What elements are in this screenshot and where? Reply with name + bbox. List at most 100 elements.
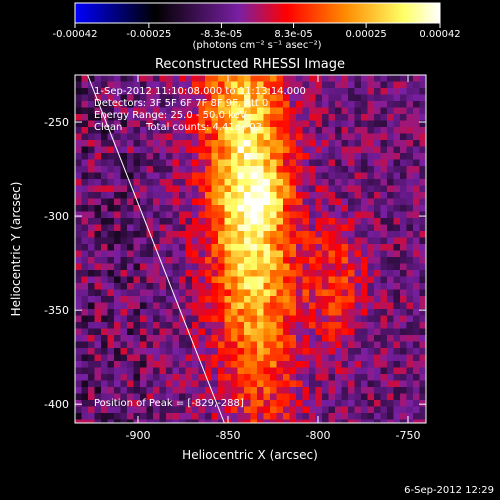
heatmap-cell — [354, 166, 362, 173]
heatmap-cell — [322, 146, 329, 154]
heatmap-cell — [341, 341, 349, 349]
heatmap-cell — [159, 166, 167, 173]
heatmap-cell — [302, 257, 310, 264]
heatmap-cell — [289, 393, 297, 401]
heatmap-cell — [387, 205, 394, 212]
heatmap-cell — [335, 88, 342, 95]
heatmap-cell — [81, 211, 89, 219]
heatmap-cell — [413, 114, 420, 121]
heatmap-cell — [192, 153, 199, 160]
heatmap-cell — [400, 107, 407, 115]
heatmap-cell — [322, 315, 329, 323]
heatmap-cell — [114, 185, 121, 193]
heatmap-cell — [367, 400, 375, 407]
heatmap-cell — [205, 192, 212, 199]
heatmap-cell — [211, 289, 219, 297]
heatmap-cell — [107, 211, 115, 219]
heatmap-cell — [75, 146, 82, 154]
heatmap-cell — [107, 88, 115, 95]
x-tick-label: -850 — [216, 429, 241, 442]
heatmap-cell — [94, 133, 102, 141]
heatmap-cell — [263, 133, 271, 141]
heatmap-cell — [361, 185, 368, 193]
heatmap-cell — [172, 406, 180, 414]
heatmap-cell — [413, 348, 420, 355]
heatmap-cell — [75, 361, 82, 368]
heatmap-cell — [127, 211, 134, 219]
heatmap-cell — [133, 374, 141, 381]
heatmap-cell — [289, 283, 297, 290]
heatmap-cell — [81, 101, 89, 108]
heatmap-cell — [198, 127, 206, 134]
heatmap-cell — [159, 354, 167, 362]
heatmap-cell — [107, 133, 115, 141]
heatmap-cell — [361, 94, 368, 102]
heatmap-cell — [263, 75, 271, 82]
heatmap-cell — [380, 400, 388, 407]
heatmap-cell — [354, 101, 362, 108]
heatmap-cell — [172, 120, 180, 128]
heatmap-cell — [276, 244, 284, 251]
heatmap-cell — [270, 302, 277, 310]
heatmap-cell — [81, 380, 89, 388]
heatmap-cell — [419, 75, 426, 82]
heatmap-cell — [335, 205, 342, 212]
heatmap-cell — [302, 231, 310, 238]
heatmap-cell — [198, 205, 206, 212]
heatmap-cell — [205, 393, 212, 401]
heatmap-cell — [354, 231, 362, 238]
heatmap-cell — [159, 101, 167, 108]
heatmap-cell — [81, 341, 89, 349]
heatmap-cell — [387, 322, 394, 329]
heatmap-cell — [172, 159, 180, 167]
heatmap-cell — [114, 140, 121, 147]
heatmap-cell — [250, 367, 258, 375]
heatmap-cell — [244, 172, 251, 180]
heatmap-cell — [328, 75, 336, 82]
heatmap-cell — [198, 302, 206, 310]
heatmap-cell — [153, 159, 160, 167]
heatmap-cell — [88, 263, 95, 271]
heatmap-cell — [328, 309, 336, 316]
heatmap-cell — [270, 406, 277, 414]
heatmap-cell — [75, 367, 82, 375]
heatmap-cell — [400, 400, 407, 407]
heatmap-cell — [354, 406, 362, 414]
heatmap-cell — [354, 146, 362, 154]
heatmap-cell — [172, 205, 180, 212]
heatmap-cell — [140, 133, 147, 141]
heatmap-cell — [127, 107, 134, 115]
heatmap-cell — [75, 315, 82, 323]
heatmap-cell — [218, 374, 225, 381]
heatmap-cell — [367, 211, 375, 219]
heatmap-cell — [309, 198, 316, 206]
heatmap-cell — [185, 107, 193, 115]
heatmap-cell — [296, 224, 303, 232]
heatmap-cell — [380, 387, 388, 394]
heatmap-cell — [406, 361, 414, 368]
heatmap-cell — [192, 81, 199, 89]
heatmap-cell — [153, 309, 160, 316]
heatmap-cell — [348, 354, 355, 362]
heatmap-cell — [387, 120, 394, 128]
heatmap-cell — [94, 75, 102, 82]
heatmap-cell — [283, 133, 290, 141]
heatmap-cell — [309, 224, 316, 232]
heatmap-cell — [315, 413, 323, 420]
heatmap-cell — [81, 387, 89, 394]
heatmap-cell — [374, 289, 381, 297]
heatmap-cell — [302, 75, 310, 82]
heatmap-cell — [374, 159, 381, 167]
heatmap-cell — [81, 218, 89, 225]
heatmap-cell — [224, 348, 232, 355]
heatmap-cell — [172, 380, 180, 388]
heatmap-cell — [257, 198, 264, 206]
heatmap-cell — [179, 205, 186, 212]
heatmap-cell — [380, 94, 388, 102]
heatmap-cell — [348, 140, 355, 147]
heatmap-cell — [185, 257, 193, 264]
heatmap-cell — [101, 406, 108, 414]
heatmap-cell — [263, 81, 271, 89]
heatmap-cell — [387, 263, 394, 271]
heatmap-cell — [179, 146, 186, 154]
